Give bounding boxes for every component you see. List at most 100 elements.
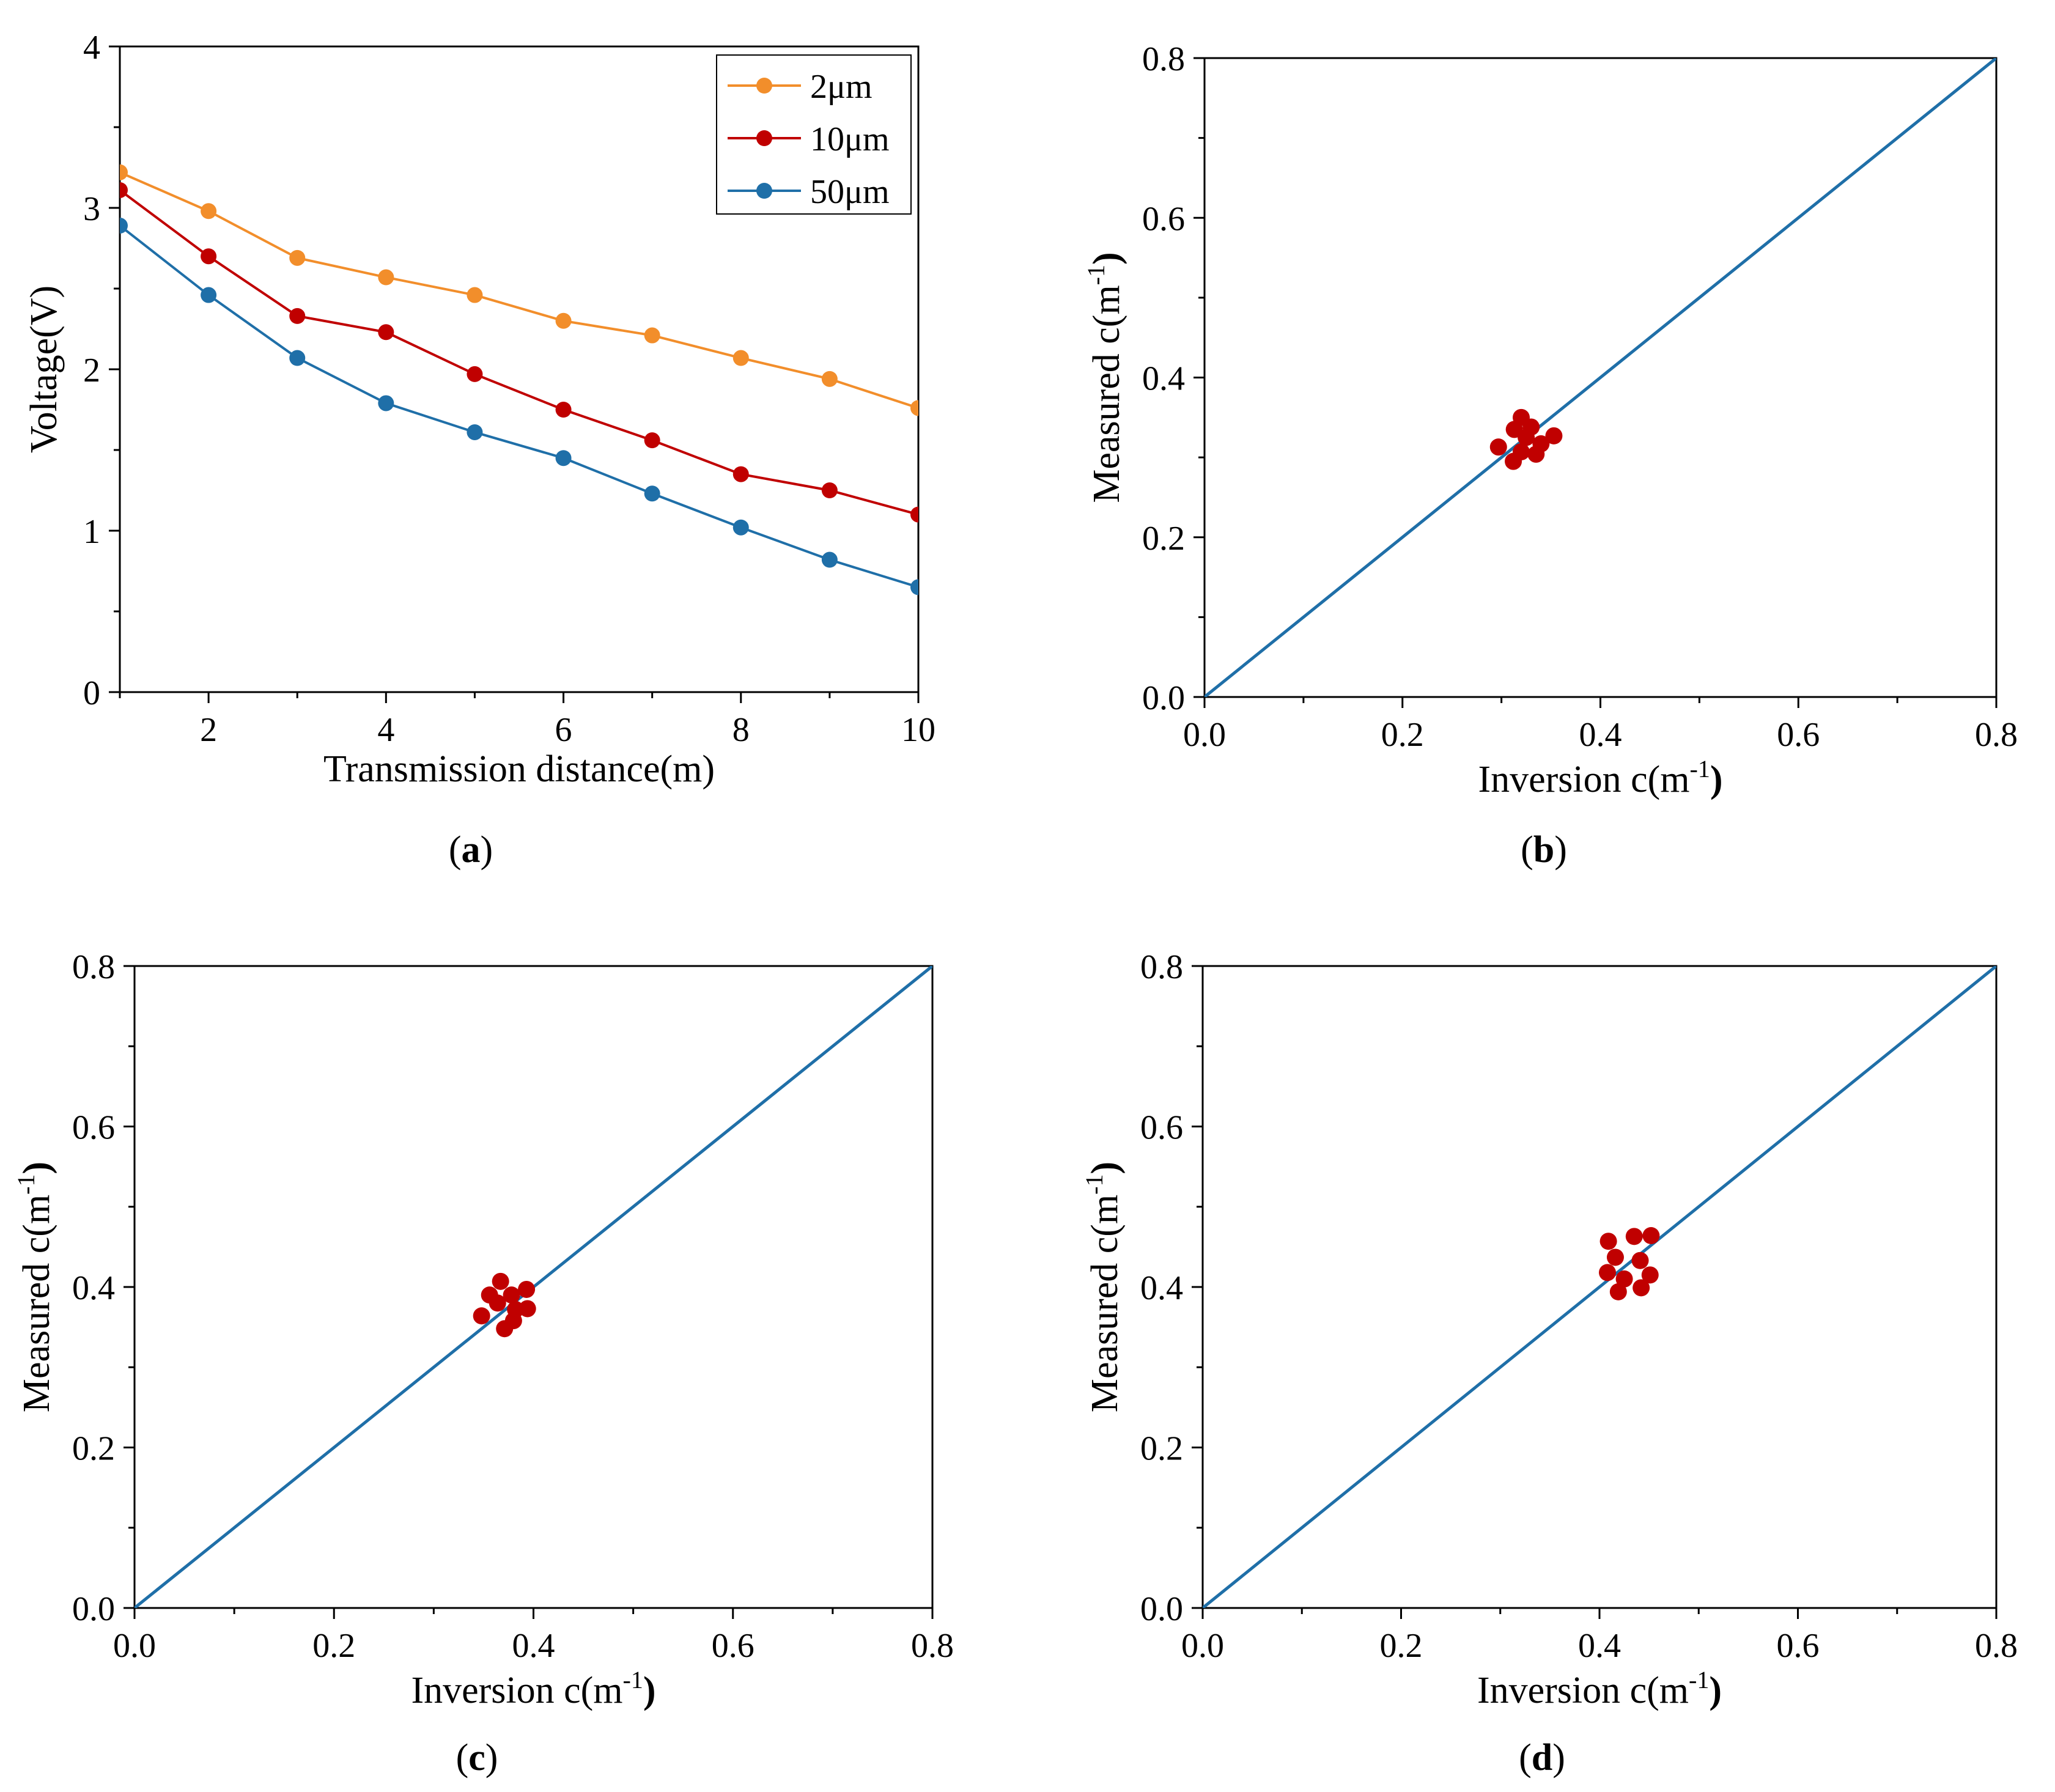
series-2-point <box>120 218 128 234</box>
x-tick-label: 0.2 <box>1381 716 1424 754</box>
y-tick-label: 3 <box>83 190 100 228</box>
scatter-point <box>1518 429 1535 446</box>
y-axis-title-main: Measured c(m <box>1086 285 1127 503</box>
y-axis-title-close: ) <box>1086 252 1127 265</box>
y-tick-label: 0.2 <box>72 1430 115 1468</box>
series-1-point <box>120 182 128 198</box>
panel-label: (a) <box>449 829 493 871</box>
x-axis-title-main: Inversion c(m <box>411 1670 622 1711</box>
panel-label-close: ) <box>481 829 493 871</box>
legend-marker <box>756 78 772 94</box>
panel-label: (d) <box>1519 1737 1565 1779</box>
series-0-point <box>201 203 217 219</box>
y-axis-title-close: ) <box>16 1162 57 1174</box>
series-1-point <box>201 248 217 265</box>
series-2-point <box>644 485 660 502</box>
x-axis-title-sup: -1 <box>1690 755 1710 783</box>
x-axis-title: Transmission distance(m) <box>323 748 715 790</box>
x-tick-label: 8 <box>732 711 750 749</box>
panel-label: (b) <box>1521 829 1567 871</box>
scatter-point <box>518 1280 536 1298</box>
y-tick-label: 0.4 <box>72 1269 115 1307</box>
series-2-point <box>732 519 749 536</box>
legend-label: 2μm <box>810 68 873 106</box>
x-tick-label: 0.6 <box>1777 716 1820 754</box>
scatter-point <box>1625 1228 1643 1245</box>
scatter-point <box>1642 1227 1660 1244</box>
panel-label-open: ( <box>456 1737 469 1779</box>
series-line-2 <box>120 224 918 589</box>
panel-label-letter: d <box>1532 1737 1552 1779</box>
legend-marker <box>756 183 772 199</box>
y-tick-label: 0.0 <box>72 1590 115 1628</box>
panel-label-close: ) <box>1552 1737 1565 1779</box>
x-tick-label: 0.4 <box>1579 716 1622 754</box>
x-axis-title-close: ) <box>643 1670 656 1711</box>
scatter-point <box>473 1307 490 1325</box>
y-tick-label: 0.8 <box>72 948 115 986</box>
y-axis-title-sup: -1 <box>12 1174 40 1194</box>
x-tick-label: 0.2 <box>312 1627 355 1665</box>
panel-c: 0.0 0.2 0.4 0.6 0.8 0.0 0.2 0.4 0.6 0.8 Inversion … <box>12 948 954 1779</box>
y-tick-label: 0.6 <box>72 1109 115 1147</box>
x-tick-label: 0.4 <box>1578 1627 1621 1665</box>
y-axis-title: Voltage(V) <box>23 286 65 453</box>
scatter-point <box>1606 1248 1624 1266</box>
x-tick-label: 0.0 <box>1183 716 1226 754</box>
x-tick-label: 0.6 <box>712 1627 754 1665</box>
x-tick-label: 0.2 <box>1380 1627 1423 1665</box>
x-tick-label: 4 <box>377 711 394 749</box>
x-axis-title-sup: -1 <box>1689 1666 1709 1694</box>
y-axis-title: Measured c(m-1) <box>12 1162 57 1412</box>
y-axis-title-sup: -1 <box>1082 265 1110 285</box>
panel-b: 0.0 0.2 0.4 0.6 0.8 0.0 0.2 0.4 0.6 0.8 Inversion … <box>1082 40 2018 871</box>
y-tick-label: 0.6 <box>1142 200 1185 238</box>
series-0-point <box>378 269 394 286</box>
x-axis-title-sup: -1 <box>623 1666 643 1694</box>
scatter-point <box>496 1320 514 1338</box>
x-axis-title-close: ) <box>1710 759 1723 800</box>
scatter-point <box>1641 1266 1659 1284</box>
panel-d: 0.0 0.2 0.4 0.6 0.8 0.0 0.2 0.4 0.6 0.8 Inversion … <box>1080 948 2018 1779</box>
y-tick-label: 0.8 <box>1140 948 1183 986</box>
plot-area <box>1205 58 1996 697</box>
scatter-point <box>1598 1264 1616 1281</box>
x-axis-title-main: Inversion c(m <box>1477 1670 1689 1711</box>
panel-label-close: ) <box>1554 829 1567 871</box>
y-axis-title-main: Measured c(m <box>16 1195 57 1412</box>
x-tick-label: 6 <box>555 711 572 749</box>
x-axis-title-close: ) <box>1709 1670 1722 1711</box>
series-0-point <box>910 400 918 416</box>
series-0-point <box>732 350 749 366</box>
series-2-point <box>201 287 217 303</box>
series-2-point <box>467 424 483 440</box>
series-2-point <box>378 395 394 411</box>
panel-label-open: ( <box>1521 829 1533 871</box>
y-tick-label: 0.4 <box>1140 1269 1183 1307</box>
panel-label-open: ( <box>1519 1737 1532 1779</box>
series-1-point <box>910 506 918 523</box>
scatter-point <box>1609 1283 1627 1300</box>
x-tick-label: 10 <box>901 711 935 749</box>
x-axis-title: Inversion c(m-1) <box>411 1666 655 1711</box>
y-tick-label: 2 <box>83 352 100 389</box>
series-0-point <box>467 287 483 303</box>
series-1-point <box>467 366 483 382</box>
x-axis-title: Inversion c(m-1) <box>1478 755 1722 800</box>
series-line-0 <box>120 171 918 410</box>
legend-label: 10μm <box>810 120 890 158</box>
scatter-point <box>1545 427 1563 444</box>
y-axis-title: Measured c(m-1) <box>1082 252 1127 503</box>
y-tick-label: 4 <box>83 29 100 67</box>
panel-label-close: ) <box>485 1737 498 1779</box>
x-axis-title-main: Inversion c(m <box>1478 759 1689 800</box>
x-tick-label: 2 <box>200 711 217 749</box>
scatter-point <box>489 1294 506 1312</box>
x-axis-title: Inversion c(m-1) <box>1477 1666 1722 1711</box>
x-tick-label: 0.0 <box>113 1627 156 1665</box>
series-0-point <box>821 371 838 387</box>
y-tick-label: 0 <box>83 674 100 712</box>
plot-area <box>135 966 932 1608</box>
plot-area <box>120 164 918 595</box>
panel-label-letter: c <box>468 1737 485 1779</box>
